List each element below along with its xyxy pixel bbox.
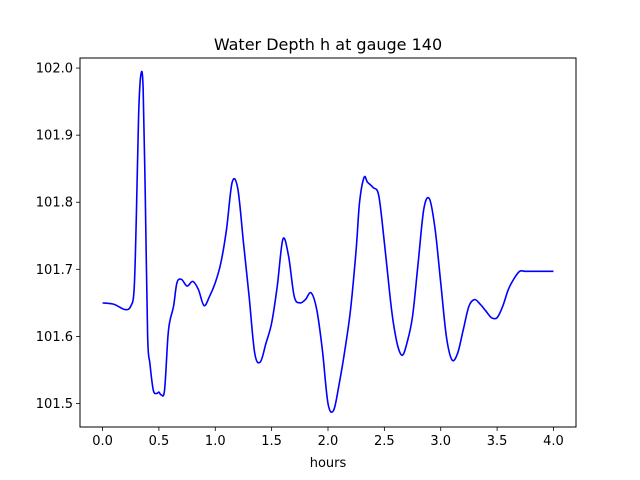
y-tick-label: 101.9 [36,129,73,144]
x-tick-label: 0.0 [92,434,113,449]
x-tick-label: 4.0 [543,434,564,449]
y-tick-label: 101.8 [36,196,73,211]
x-tick-label: 2.5 [374,434,395,449]
x-tick-label: 2.0 [318,434,339,449]
x-axis-ticks: 0.0 0.5 1.0 1.5 2.0 2.5 3.0 3.5 4.0 [92,427,564,449]
y-tick-label: 101.5 [36,397,73,412]
y-tick-label: 101.6 [36,330,73,345]
x-tick-label: 1.0 [205,434,226,449]
x-tick-label: 1.5 [261,434,282,449]
chart-title: Water Depth h at gauge 140 [214,35,442,54]
x-tick-label: 0.5 [149,434,170,449]
x-tick-label: 3.5 [487,434,508,449]
y-axis-ticks: 101.5 101.6 101.7 101.8 101.9 102.0 [36,62,80,412]
y-tick-label: 101.7 [36,263,73,278]
series-line-water-depth [102,70,554,414]
y-tick-label: 102.0 [36,62,73,77]
x-tick-label: 3.0 [430,434,451,449]
x-axis-label: hours [310,456,347,471]
